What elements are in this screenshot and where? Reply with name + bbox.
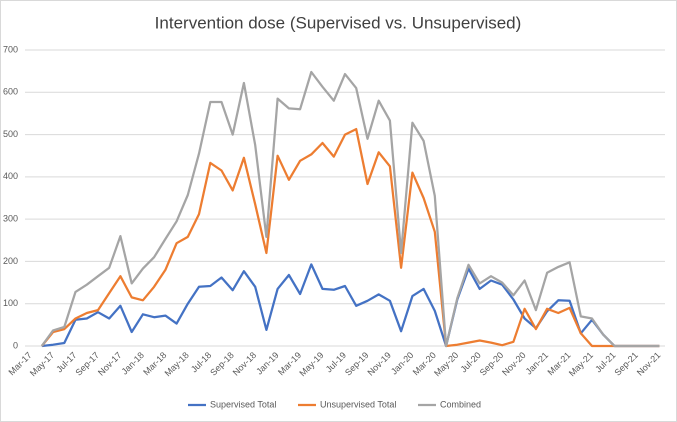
y-tick-label: 100 — [3, 298, 18, 308]
y-tick-label: 0 — [13, 340, 18, 350]
chart-title: Intervention dose (Supervised vs. Unsupe… — [155, 13, 522, 32]
series-line — [41, 263, 660, 348]
y-tick-label: 400 — [3, 171, 18, 181]
legend-label: Unsupervised Total — [320, 399, 396, 409]
y-tick-label: 500 — [3, 129, 18, 139]
y-tick-label: 600 — [3, 87, 18, 97]
legend-label: Combined — [440, 399, 481, 409]
series-line — [40, 70, 660, 348]
y-tick-label: 700 — [3, 44, 18, 54]
legend-label: Supervised Total — [210, 399, 276, 409]
y-tick-label: 200 — [3, 256, 18, 266]
y-tick-label: 300 — [3, 214, 18, 224]
series-line — [40, 127, 660, 348]
